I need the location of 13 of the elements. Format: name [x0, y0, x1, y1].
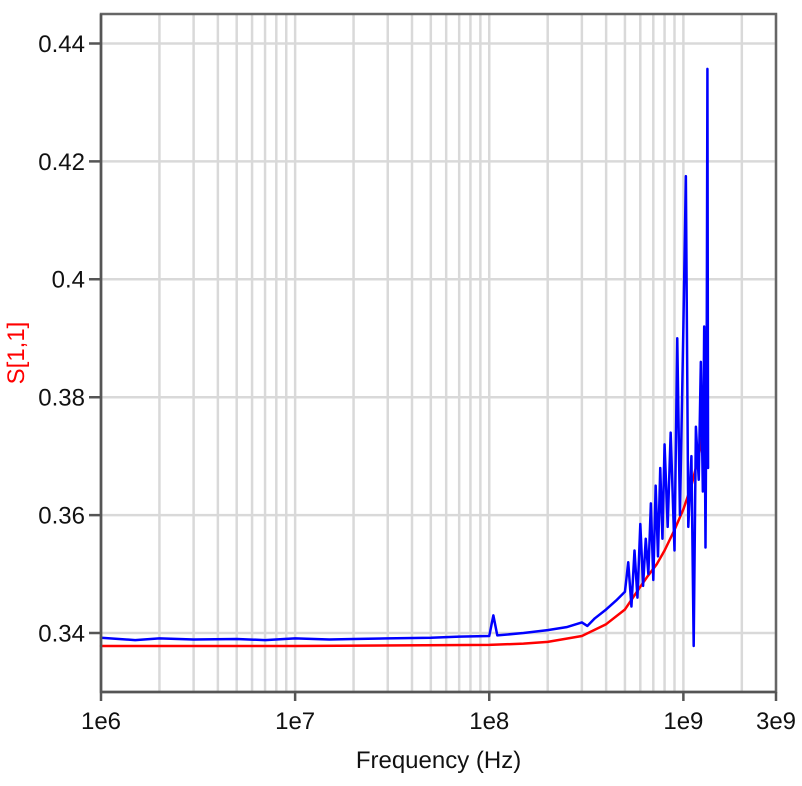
x-axis-title: Frequency (Hz) — [356, 747, 522, 774]
x-tick-label: 1e6 — [80, 708, 122, 735]
x-tick-label: 1e9 — [663, 708, 704, 735]
x-tick-label: 1e8 — [469, 708, 510, 735]
x-tick-label: 3e9 — [756, 708, 796, 735]
y-tick-label: 0.42 — [38, 148, 85, 176]
y-axis-title: S[1,1] — [3, 322, 30, 384]
y-tick-label: 0.38 — [38, 384, 85, 412]
y-tick-label: 0.4 — [52, 266, 85, 294]
y-tick-label: 0.44 — [38, 30, 85, 58]
x-tick-label: 1e7 — [275, 708, 316, 735]
y-tick-label: 0.34 — [38, 620, 85, 648]
y-tick-label: 0.36 — [38, 502, 85, 530]
